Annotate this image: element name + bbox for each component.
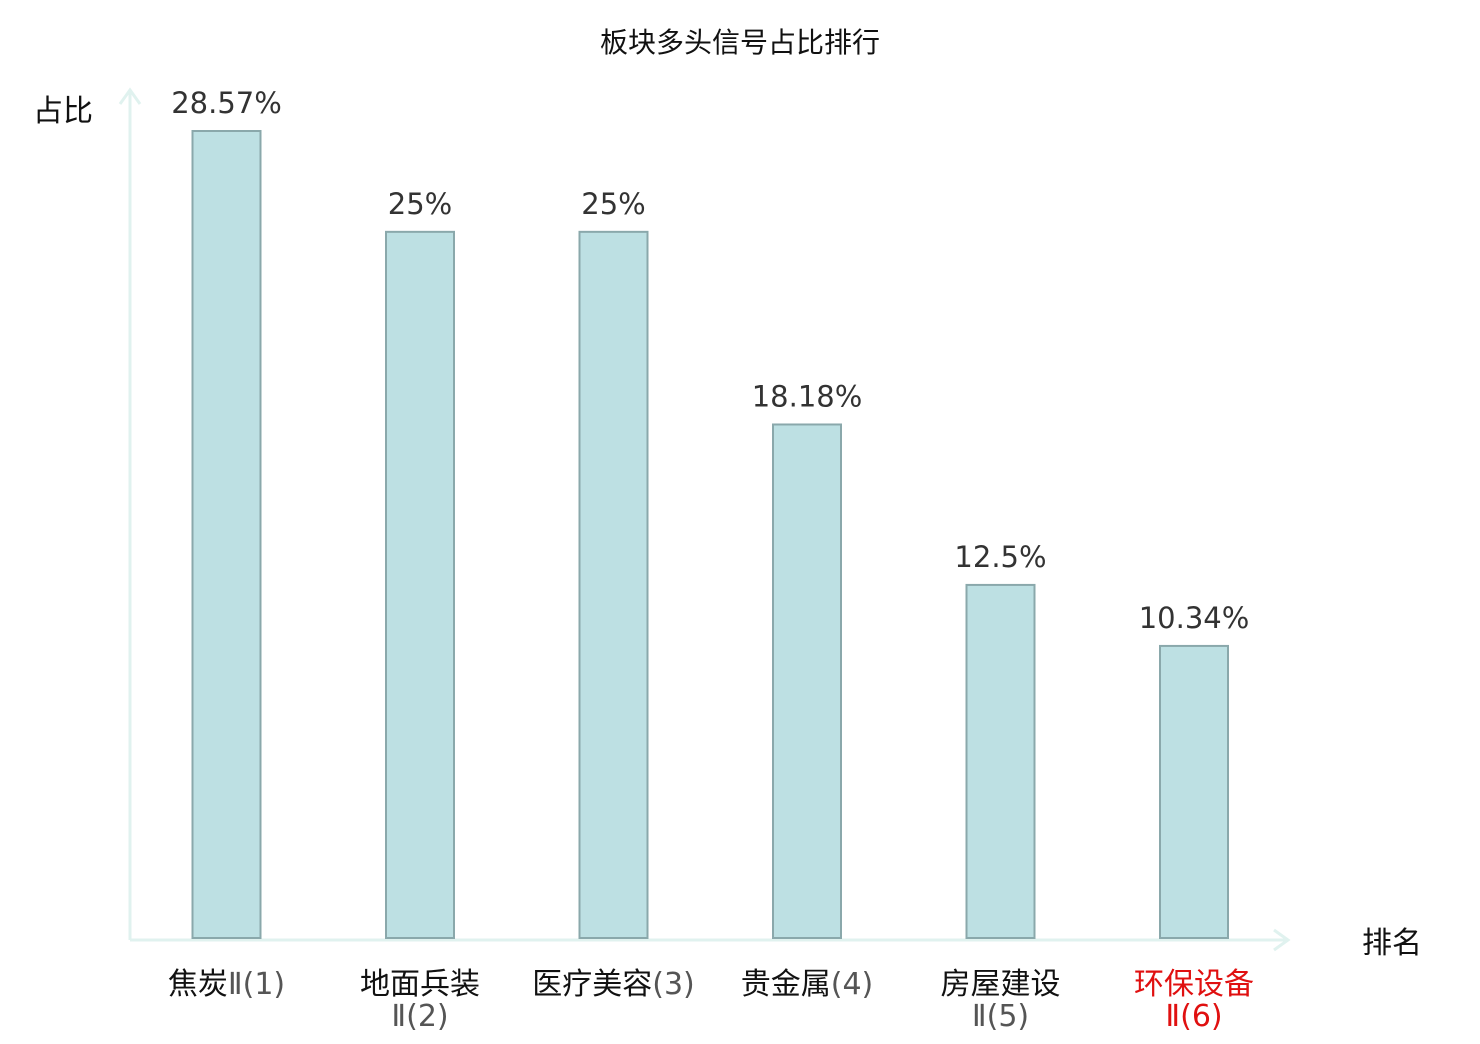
value-label-2: 25% xyxy=(388,187,452,221)
tick-label-6: 环保设备 Ⅱ(6) xyxy=(1134,967,1254,1034)
value-label-6: 10.34% xyxy=(1139,601,1250,635)
tick-label-2: 地面兵装 Ⅱ(2) xyxy=(360,967,480,1034)
x-axis-label: 排名 xyxy=(1362,926,1422,961)
x-axis-arrow xyxy=(1273,928,1291,952)
tick-label-name: 贵金属 xyxy=(741,967,831,1002)
bar-4 xyxy=(772,423,842,939)
bar-2 xyxy=(385,230,455,939)
y-axis-arrow xyxy=(118,87,142,105)
tick-label-3: 医疗美容(3) xyxy=(532,967,695,1002)
tick-label-1: 焦炭Ⅱ(1) xyxy=(168,967,285,1002)
tick-label-4: 贵金属(4) xyxy=(741,967,874,1002)
tick-label-rank: Ⅱ(1) xyxy=(228,967,285,1002)
chart-title: 板块多头信号占比排行 xyxy=(600,26,880,59)
tick-label-name: 焦炭 xyxy=(168,967,228,1002)
value-label-5: 12.5% xyxy=(954,540,1046,574)
tick-label-rank: Ⅱ(2) xyxy=(391,999,448,1034)
bar-6 xyxy=(1159,644,1229,939)
tick-label-name: 房屋建设 xyxy=(941,967,1061,1002)
tick-label-name: 地面兵装 xyxy=(360,967,480,1002)
bar-3 xyxy=(578,230,649,939)
value-label-3: 25% xyxy=(581,187,645,221)
tick-label-rank: (3) xyxy=(652,967,695,1002)
tick-label-rank: Ⅱ(6) xyxy=(1165,999,1222,1034)
y-axis-label: 占比 xyxy=(33,94,93,129)
tick-label-rank: (4) xyxy=(831,967,874,1002)
bar-5 xyxy=(965,583,1036,939)
bar-1 xyxy=(191,130,262,939)
value-label-4: 18.18% xyxy=(752,379,863,413)
tick-label-rank: Ⅱ(5) xyxy=(972,999,1029,1034)
value-label-1: 28.57% xyxy=(171,86,282,120)
tick-label-name: 医疗美容 xyxy=(532,967,652,1002)
tick-label-name: 环保设备 xyxy=(1134,967,1254,1002)
chart-marks: 28.57% 焦炭Ⅱ(1) 25% 地面兵装 Ⅱ(2) 25% 医疗美容(3) 18.18% 贵… xyxy=(168,86,1254,1034)
tick-label-5: 房屋建设 Ⅱ(5) xyxy=(941,967,1061,1034)
